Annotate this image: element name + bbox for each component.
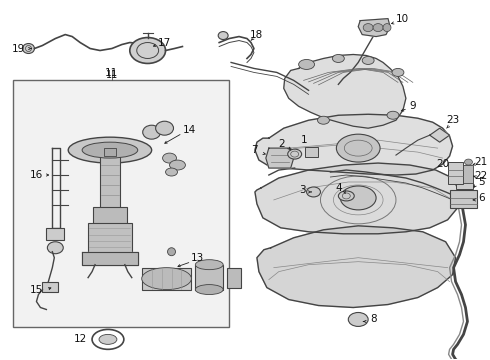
Ellipse shape [143, 125, 161, 139]
Polygon shape [257, 226, 456, 307]
Text: 7: 7 [250, 145, 257, 155]
Text: 22: 22 [475, 171, 488, 181]
Text: 15: 15 [30, 284, 43, 294]
Text: 21: 21 [475, 157, 488, 167]
Text: 2: 2 [278, 139, 285, 149]
Ellipse shape [339, 191, 354, 201]
Bar [88, 223, 132, 253]
Bar [47, 228, 64, 240]
Ellipse shape [307, 187, 320, 197]
Polygon shape [255, 163, 460, 234]
Text: 4: 4 [335, 183, 342, 193]
Ellipse shape [99, 334, 117, 345]
Ellipse shape [392, 68, 404, 76]
Ellipse shape [68, 137, 151, 163]
Bar [447, 162, 464, 184]
Ellipse shape [168, 248, 175, 256]
Bar [142, 268, 192, 289]
Bar [93, 207, 127, 225]
Bar [104, 148, 116, 156]
Ellipse shape [142, 268, 192, 289]
Text: 23: 23 [446, 115, 459, 125]
Bar [43, 282, 58, 292]
Polygon shape [284, 54, 406, 128]
Polygon shape [255, 114, 453, 175]
Ellipse shape [156, 121, 173, 135]
Bar [100, 155, 120, 210]
Ellipse shape [196, 260, 223, 270]
Ellipse shape [348, 312, 368, 327]
Text: 11: 11 [105, 68, 119, 78]
Text: 6: 6 [478, 193, 485, 203]
Text: 3: 3 [299, 185, 306, 195]
Ellipse shape [373, 24, 383, 32]
Text: 12: 12 [74, 334, 87, 345]
Ellipse shape [459, 166, 470, 174]
Bar [456, 175, 473, 189]
Ellipse shape [170, 160, 185, 170]
Ellipse shape [130, 37, 166, 63]
Polygon shape [266, 148, 294, 168]
Bar [196, 265, 223, 289]
Ellipse shape [465, 159, 472, 165]
Ellipse shape [298, 59, 315, 69]
Text: 17: 17 [158, 37, 171, 48]
Ellipse shape [383, 24, 391, 32]
Ellipse shape [82, 142, 138, 158]
Bar [305, 147, 318, 157]
Text: 13: 13 [191, 253, 204, 263]
Ellipse shape [332, 54, 344, 62]
Ellipse shape [288, 149, 302, 159]
Ellipse shape [341, 186, 376, 210]
Bar [13, 80, 229, 328]
Ellipse shape [166, 168, 177, 176]
Ellipse shape [387, 111, 399, 119]
Ellipse shape [362, 57, 374, 64]
Ellipse shape [48, 242, 63, 254]
Ellipse shape [363, 24, 373, 32]
Bar [450, 190, 477, 208]
Text: 11: 11 [106, 71, 118, 80]
Text: 1: 1 [301, 135, 308, 145]
Ellipse shape [218, 32, 228, 40]
Ellipse shape [196, 285, 223, 294]
Ellipse shape [23, 44, 34, 54]
Text: 18: 18 [250, 30, 264, 40]
Ellipse shape [318, 116, 329, 124]
Text: 20: 20 [436, 159, 449, 169]
Text: 8: 8 [370, 314, 376, 324]
Polygon shape [82, 252, 138, 265]
Bar [227, 268, 241, 288]
Text: 16: 16 [30, 170, 43, 180]
Bar [464, 165, 473, 183]
Text: 10: 10 [395, 14, 409, 24]
Text: 19: 19 [12, 44, 25, 54]
Text: 9: 9 [410, 101, 416, 111]
Ellipse shape [336, 134, 380, 162]
Polygon shape [358, 19, 390, 37]
Polygon shape [430, 128, 450, 142]
Text: 5: 5 [478, 177, 485, 187]
Ellipse shape [163, 153, 176, 163]
Text: 14: 14 [183, 125, 196, 135]
